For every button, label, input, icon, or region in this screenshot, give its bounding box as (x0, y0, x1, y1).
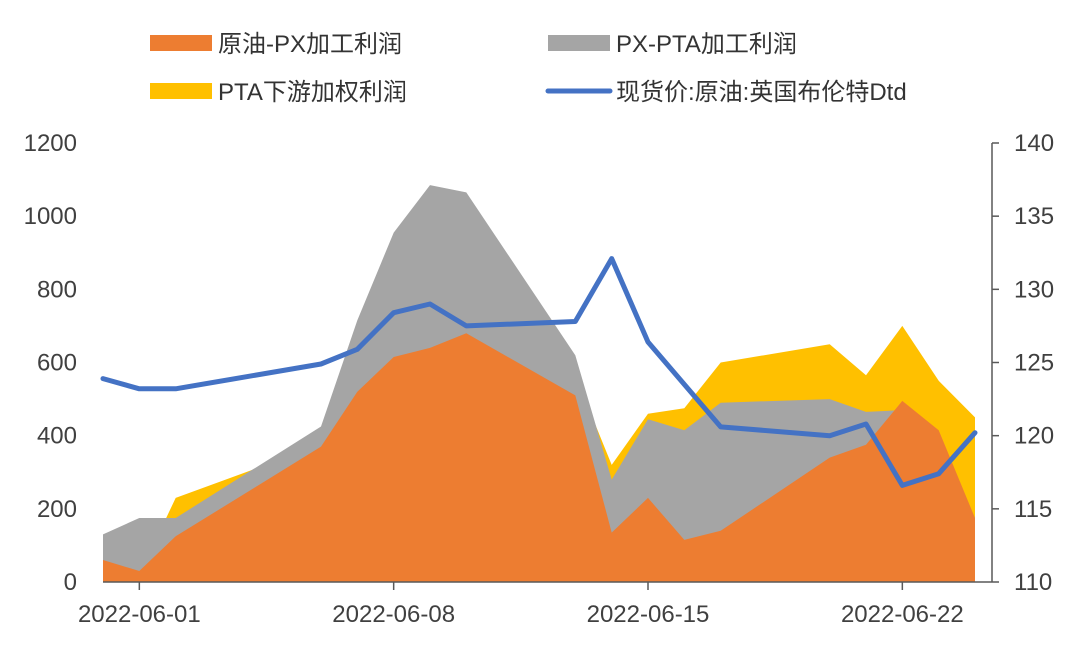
legend: 原油-PX加工利润 PX-PTA加工利润 PTA下游加权利润 现货价:原油:英国… (150, 31, 907, 106)
x-tick-label: 2022-06-15 (587, 601, 710, 628)
y-right-tick-label: 125 (1014, 350, 1054, 377)
y-right-tick-label: 120 (1014, 423, 1054, 450)
line-s4 (100, 256, 978, 488)
y-right-tick-label: 140 (1014, 130, 1054, 157)
legend-label-s1: 原油-PX加工利润 (218, 31, 402, 58)
x-tick-label: 2022-06-22 (841, 601, 964, 628)
legend-label-s4: 现货价:原油:英国布伦特Dtd (616, 79, 907, 106)
legend-swatch-s1 (150, 35, 212, 51)
area-s1 (103, 333, 975, 582)
legend-label-s3: PTA下游加权利润 (218, 79, 407, 106)
y-left-tick-label: 1000 (24, 203, 77, 230)
legend-label-s2: PX-PTA加工利润 (616, 31, 797, 58)
axes: 0 200 400 600 800 1000 1200 110 115 120 125 130 135 1… (24, 130, 1054, 628)
y-left-tick-label: 800 (37, 276, 77, 303)
y-right-tick-label: 110 (1014, 569, 1052, 596)
x-tick-label: 2022-06-01 (78, 601, 201, 628)
plot-line (100, 256, 978, 488)
y-left-tick-label: 200 (37, 496, 77, 523)
plot-areas (103, 185, 975, 582)
y-left-tick-label: 0 (64, 569, 77, 596)
y-left-tick-label: 1200 (24, 130, 77, 157)
y-left-tick-label: 400 (37, 423, 77, 450)
y-right-tick-label: 115 (1014, 496, 1052, 523)
legend-swatch-s2 (548, 35, 610, 51)
y-right-tick-label: 130 (1014, 276, 1054, 303)
legend-swatch-s3 (150, 83, 212, 99)
y-left-tick-label: 600 (37, 350, 77, 377)
y-right-tick-label: 135 (1014, 203, 1054, 230)
x-tick-label: 2022-06-08 (332, 601, 455, 628)
